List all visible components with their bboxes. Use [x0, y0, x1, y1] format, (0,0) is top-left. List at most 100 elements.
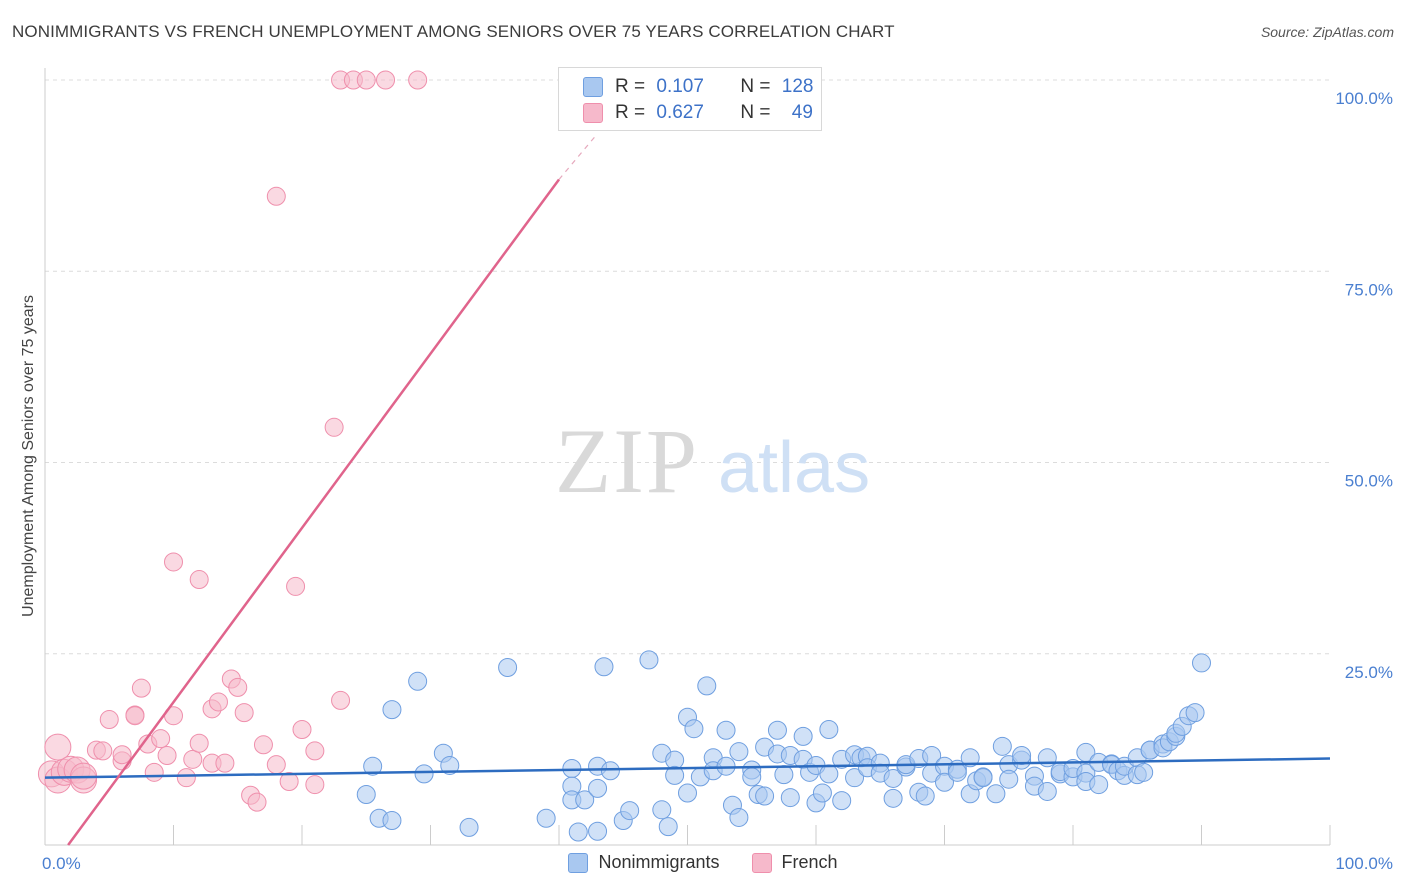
nonimmigrants-point [883, 788, 903, 808]
nonimmigrants-point [1089, 775, 1109, 795]
french-point [253, 735, 273, 755]
nonimmigrants-point [588, 778, 608, 798]
nonimmigrants-point [729, 742, 749, 762]
french-point [112, 745, 132, 765]
french-point [44, 733, 72, 761]
legend-r-value: 0.627 [656, 102, 704, 123]
french-point [215, 753, 235, 773]
nonimmigrants-point [620, 801, 640, 821]
legend-r-label: R = [615, 102, 646, 123]
y-tick-label: 50.0% [1345, 472, 1393, 491]
nonimmigrants-point [568, 822, 588, 842]
nonimmigrants-point [459, 817, 479, 837]
legend-swatch-pink [583, 103, 603, 123]
legend-item-nonimmigrants: Nonimmigrants [568, 852, 720, 873]
french-point [189, 733, 209, 753]
french-point [208, 692, 228, 712]
legend-swatch-blue [583, 77, 603, 97]
nonimmigrants-point [536, 808, 556, 828]
legend-n-value: 49 [791, 102, 813, 123]
legend-label-nonimmigrants: Nonimmigrants [598, 852, 720, 872]
french-point [228, 677, 248, 697]
nonimmigrants-point [414, 764, 434, 784]
nonimmigrants-point [986, 784, 1006, 804]
nonimmigrants-point [575, 790, 595, 810]
legend-row-nonimmigrants: R = 0.107 N = 128 [583, 75, 813, 99]
french-point [331, 690, 351, 710]
nonimmigrants-point [408, 671, 428, 691]
nonimmigrants-point [793, 726, 813, 746]
french-point [151, 729, 171, 749]
nonimmigrants-point [812, 783, 832, 803]
watermark-atlas: atlas [718, 428, 870, 508]
nonimmigrants-point [716, 720, 736, 740]
trend-lines [44, 133, 1331, 846]
french-point [305, 775, 325, 795]
nonimmigrants-point [973, 768, 993, 788]
french-point [183, 749, 203, 769]
nonimmigrants-point [729, 807, 749, 827]
legend-row-french: R = 0.627 N = 49 [583, 101, 813, 125]
nonimmigrants-point [935, 772, 954, 792]
nonimmigrants-point [999, 769, 1019, 789]
correlation-legend: R = 0.107 N = 128 R = 0.627 N = 49 [558, 67, 822, 131]
source-label: Source: ZipAtlas.com [1260, 24, 1394, 40]
french-point [189, 570, 209, 590]
french-points [37, 70, 428, 812]
nonimmigrants-point [780, 788, 800, 808]
nonimmigrants-point [992, 736, 1012, 756]
axes [44, 68, 1331, 846]
legend-swatch-blue [568, 852, 589, 873]
french-point [408, 70, 428, 90]
french-point [164, 552, 183, 572]
y-tick-label: 25.0% [1345, 663, 1393, 682]
legend-n-value: 128 [781, 76, 814, 97]
legend-n-label: N = [740, 102, 771, 123]
x-tick-label-max: 100.0% [1335, 854, 1393, 873]
x-tick-label-min: 0.0% [42, 854, 81, 873]
legend-label-french: French [781, 852, 838, 872]
grid-lines [45, 79, 1330, 655]
nonimmigrants-point [845, 768, 865, 788]
chart-title: NONIMMIGRANTS VS FRENCH UNEMPLOYMENT AMO… [12, 22, 895, 41]
nonimmigrants-point [1134, 762, 1154, 782]
nonimmigrants-point [658, 817, 678, 837]
french-point [266, 755, 286, 775]
nonimmigrants-point [639, 650, 659, 670]
french-point [234, 703, 254, 723]
watermark-zip: ZIP [555, 410, 699, 512]
nonimmigrants-point [883, 768, 903, 788]
series-legend: Nonimmigrants French [0, 852, 1406, 873]
nonimmigrants-point [947, 762, 967, 782]
nonimmigrants-point [498, 658, 518, 678]
nonimmigrants-point [1185, 703, 1205, 723]
nonimmigrants-point [774, 765, 794, 785]
french-point [266, 186, 286, 206]
nonimmigrants-trend-line [44, 757, 1331, 779]
y-tick-label: 100.0% [1335, 89, 1393, 108]
french-point [356, 70, 376, 90]
nonimmigrants-point [742, 767, 762, 787]
nonimmigrants-point [915, 786, 935, 806]
legend-r-value: 0.107 [656, 76, 704, 97]
nonimmigrants-point [665, 765, 685, 785]
french-point [376, 70, 396, 90]
french-point [99, 710, 119, 730]
french-point [305, 741, 325, 761]
french-trend-line [67, 178, 561, 846]
watermark: ZIP atlas [555, 410, 870, 512]
y-axis-title: Unemployment Among Seniors over 75 years [20, 295, 37, 617]
nonimmigrants-point [697, 676, 717, 696]
nonimmigrants-point [588, 821, 608, 841]
nonimmigrants-point [684, 719, 704, 739]
french-point [279, 772, 299, 792]
nonimmigrants-point [594, 657, 614, 677]
nonimmigrants-point [382, 700, 402, 720]
french-point [324, 417, 344, 437]
nonimmigrants-point [819, 764, 839, 784]
legend-n-label: N = [740, 76, 771, 97]
nonimmigrants-point [440, 755, 460, 775]
french-point [125, 706, 145, 726]
legend-item-french: French [751, 852, 838, 873]
